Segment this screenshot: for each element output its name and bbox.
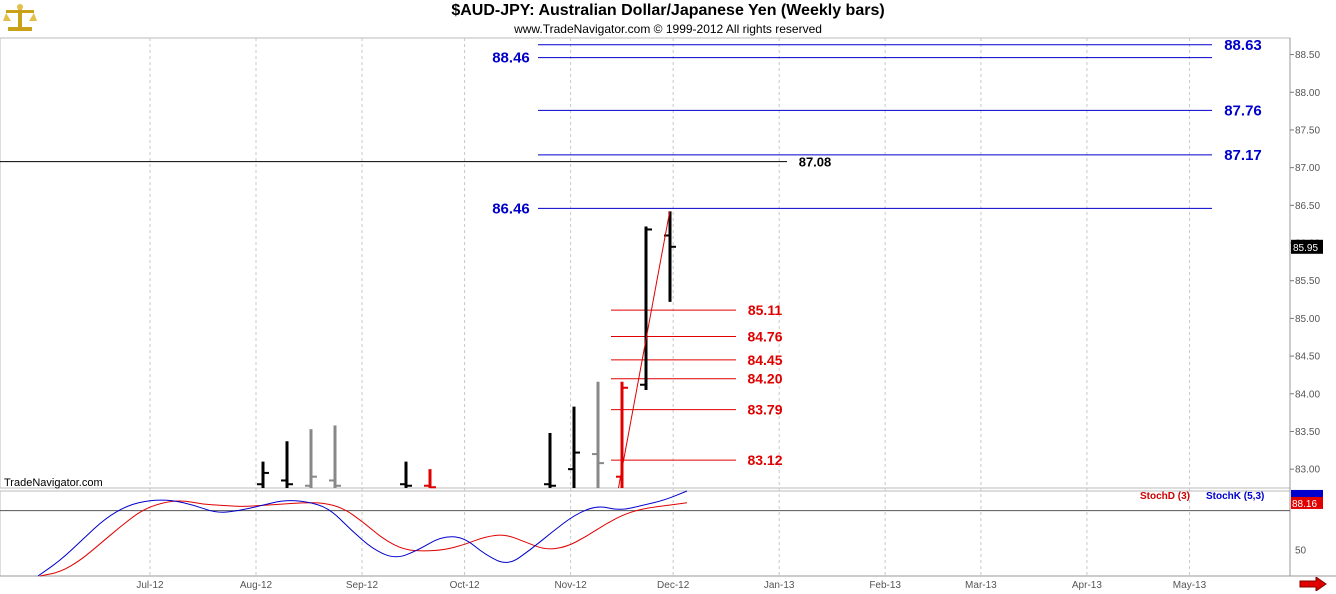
- copyright-subtitle: www.TradeNavigator.com © 1999-2012 All r…: [514, 22, 822, 36]
- y-tick-label: 88.00: [1295, 88, 1320, 99]
- trendline: [617, 211, 671, 489]
- ohlc-bar: [640, 226, 652, 391]
- level-label-84-76: 84.76: [747, 328, 782, 344]
- level-label-87-17: 87.17: [1224, 147, 1262, 164]
- stochd-line: [39, 500, 688, 577]
- level-label-88-63: 88.63: [1224, 37, 1262, 54]
- level-label-83-12: 83.12: [747, 452, 782, 468]
- chart-header: $AUD-JPY: Australian Dollar/Japanese Yen…: [0, 0, 1336, 38]
- legend-stochd: StochD (3): [1140, 491, 1190, 502]
- ohlc-bars: [257, 211, 676, 489]
- y-tick-label: 83.00: [1295, 465, 1320, 476]
- level-label-87-76: 87.76: [1224, 102, 1262, 119]
- ohlc-bar: [544, 432, 556, 488]
- y-tick-label: 84.50: [1295, 352, 1320, 363]
- y-tick-label: 85.00: [1295, 314, 1320, 325]
- y-tick-label: 87.50: [1295, 125, 1320, 136]
- gold-scale-icon: [3, 4, 37, 31]
- x-tick-label: Sep-12: [346, 580, 379, 591]
- x-tick-label: Dec-12: [657, 580, 690, 591]
- x-tick-label: Apr-13: [1072, 580, 1102, 591]
- y-tick-label: 88.50: [1295, 50, 1320, 61]
- stochastic-panel: 50 88.16: [0, 489, 1323, 577]
- ohlc-bar: [329, 425, 341, 488]
- y-tick-label: 83.50: [1295, 427, 1320, 438]
- legend-stochk: StochK (5,3): [1206, 491, 1265, 502]
- red-arrow-right-icon[interactable]: [1299, 577, 1327, 591]
- ohlc-bar: [400, 461, 412, 488]
- level-label-85-11: 85.11: [748, 302, 782, 318]
- y-tick-label: 84.00: [1295, 389, 1320, 400]
- ohlc-bar: [568, 406, 580, 488]
- x-tick-label: Jul-12: [136, 580, 164, 591]
- ohlc-bar: [424, 469, 436, 489]
- y-tick-label: 86.50: [1295, 201, 1320, 212]
- level-label-84-20: 84.20: [747, 371, 782, 387]
- last-price-label: 85.95: [1293, 243, 1318, 254]
- level-label-86-46: 86.46: [492, 200, 530, 217]
- level-label-83-79: 83.79: [747, 402, 782, 418]
- level-label-87-08: 87.08: [799, 155, 832, 170]
- ohlc-bar: [305, 429, 317, 488]
- axes: Jul-12 Aug-12 Sep-12 Oct-12 Nov-12 Dec-12 Jan-…: [136, 50, 1323, 591]
- price-levels: 88.63 88.46 87.76 87.17 87.08 86.46 85.11 84.76…: [0, 37, 1262, 468]
- x-tick-label: Mar-13: [965, 580, 997, 591]
- x-tick-label: Oct-12: [450, 580, 480, 591]
- stoch-tick-label: 50: [1295, 545, 1307, 556]
- ohlc-bar: [281, 441, 293, 488]
- x-tick-label: Nov-12: [554, 580, 587, 591]
- x-tick-label: Aug-12: [240, 580, 273, 591]
- y-tick-label: 87.00: [1295, 163, 1320, 174]
- ohlc-bar: [257, 461, 269, 488]
- y-tick-label: 85.50: [1295, 276, 1320, 287]
- x-tick-label: Feb-13: [869, 580, 901, 591]
- last-price-badge: [1291, 239, 1323, 254]
- level-label-84-45: 84.45: [747, 352, 782, 368]
- grid-lines: [0, 37, 1336, 577]
- stochd-last-badge: [1291, 496, 1323, 509]
- stochk-line: [37, 490, 688, 577]
- level-label-88-46: 88.46: [492, 50, 530, 67]
- ohlc-bar: [592, 381, 604, 488]
- x-tick-label: May-13: [1173, 580, 1207, 591]
- stochd-last-label: 88.16: [1292, 499, 1317, 510]
- x-tick-label: Jan-13: [764, 580, 795, 591]
- brand-watermark: TradeNavigator.com: [4, 477, 103, 489]
- stoch-panel-frame: [0, 490, 1291, 577]
- chart-title: $AUD-JPY: Australian Dollar/Japanese Yen…: [451, 2, 885, 19]
